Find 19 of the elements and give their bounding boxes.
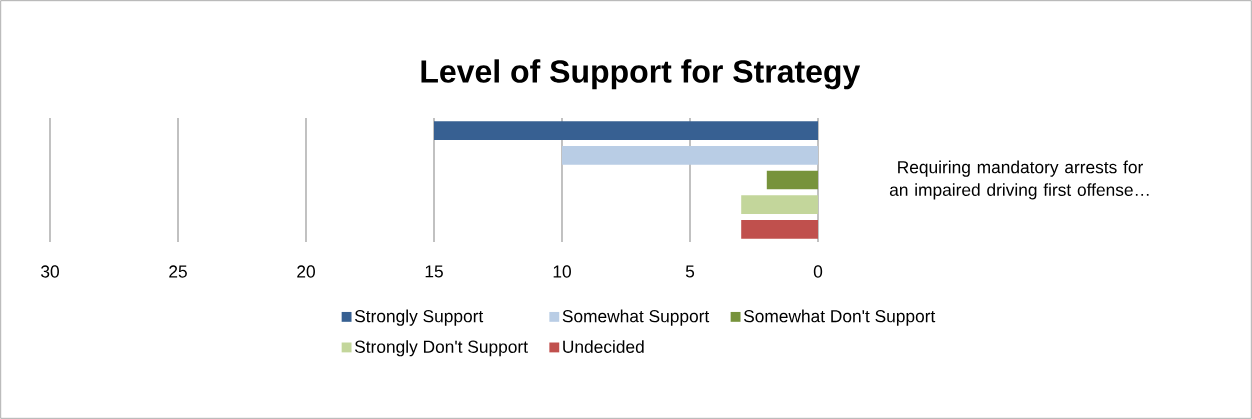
- bar: [741, 220, 818, 239]
- legend-label: Strongly Don't Support: [354, 340, 528, 357]
- legend-label: Undecided: [563, 340, 644, 353]
- bar: [766, 170, 818, 190]
- x-tick-label: 5: [685, 265, 695, 278]
- bar: [562, 146, 818, 165]
- y-tick-label: Requiring mandatory arrests for an impaired driving first offense…: [889, 160, 1149, 200]
- bar: [741, 195, 818, 214]
- bar: [434, 121, 818, 140]
- x-tick-label: 15: [425, 265, 443, 278]
- x-tick-label: 0: [813, 265, 823, 278]
- legend-label: Somewhat Support: [562, 309, 710, 326]
- x-tick-label: 30: [41, 265, 59, 278]
- legend-label: Somewhat Don't Support: [743, 309, 936, 326]
- x-tick-label: 20: [297, 265, 315, 278]
- x-tick-label: 10: [553, 265, 571, 278]
- x-tick-label: 25: [169, 265, 187, 278]
- chart-title: Level of Support for Strategy: [421, 59, 861, 90]
- legend-label: Strongly Support: [354, 309, 484, 326]
